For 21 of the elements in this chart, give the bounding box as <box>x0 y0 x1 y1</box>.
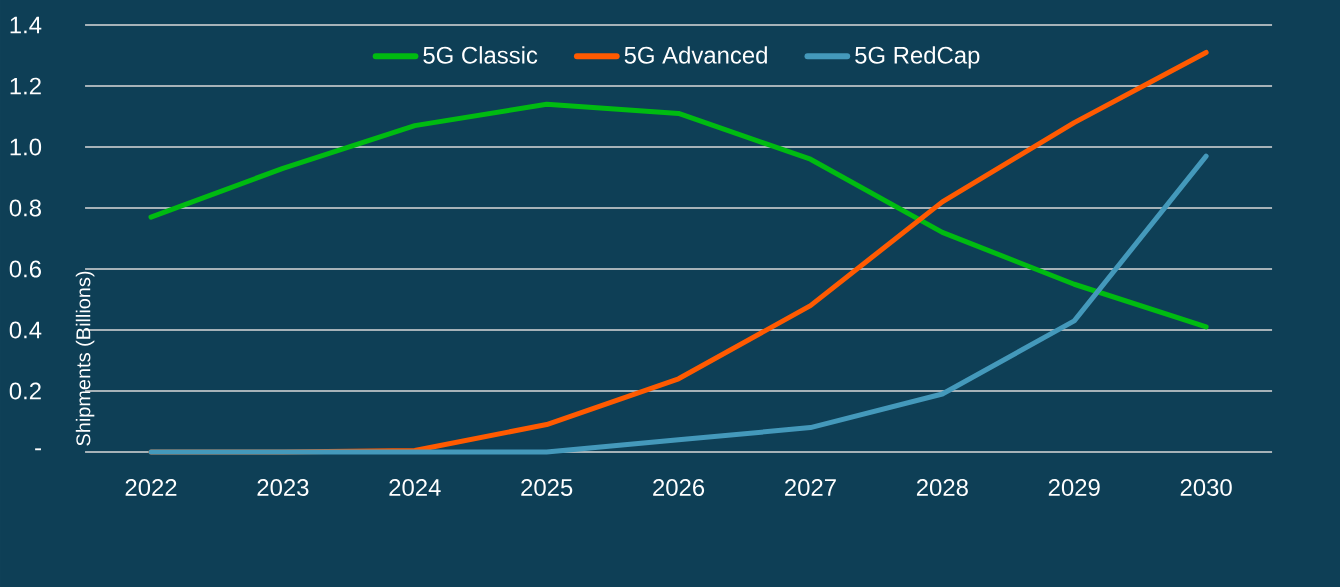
x-tick-label: 2023 <box>257 479 309 496</box>
y-tick-label: 0.8 <box>9 199 41 217</box>
y-tick-label: 1.4 <box>10 16 42 34</box>
x-tick-label: 2030 <box>1180 479 1232 496</box>
y-tick-label: 1.2 <box>10 77 41 95</box>
x-tick-label: 2029 <box>1048 479 1100 496</box>
legend-label: 5G Classic <box>423 46 538 64</box>
y-axis-title: Shipments (Billions) <box>75 271 95 446</box>
legend-label: 5G Advanced <box>624 46 767 64</box>
x-tick-label: 2027 <box>785 479 836 496</box>
y-tick-label: 0.4 <box>9 321 42 339</box>
y-tick-label: - <box>35 448 41 451</box>
legend-label: 5G RedCap <box>855 46 980 69</box>
x-tick-label: 2025 <box>521 479 573 496</box>
x-tick-label: 2026 <box>653 479 705 496</box>
x-tick-label: 2028 <box>916 479 968 496</box>
y-tick-label: 1.0 <box>10 138 42 156</box>
x-tick-label: 2024 <box>389 479 441 496</box>
y-tick-label: 0.6 <box>9 260 41 278</box>
y-tick-label: 0.2 <box>9 382 41 400</box>
x-tick-label: 2022 <box>125 479 177 496</box>
